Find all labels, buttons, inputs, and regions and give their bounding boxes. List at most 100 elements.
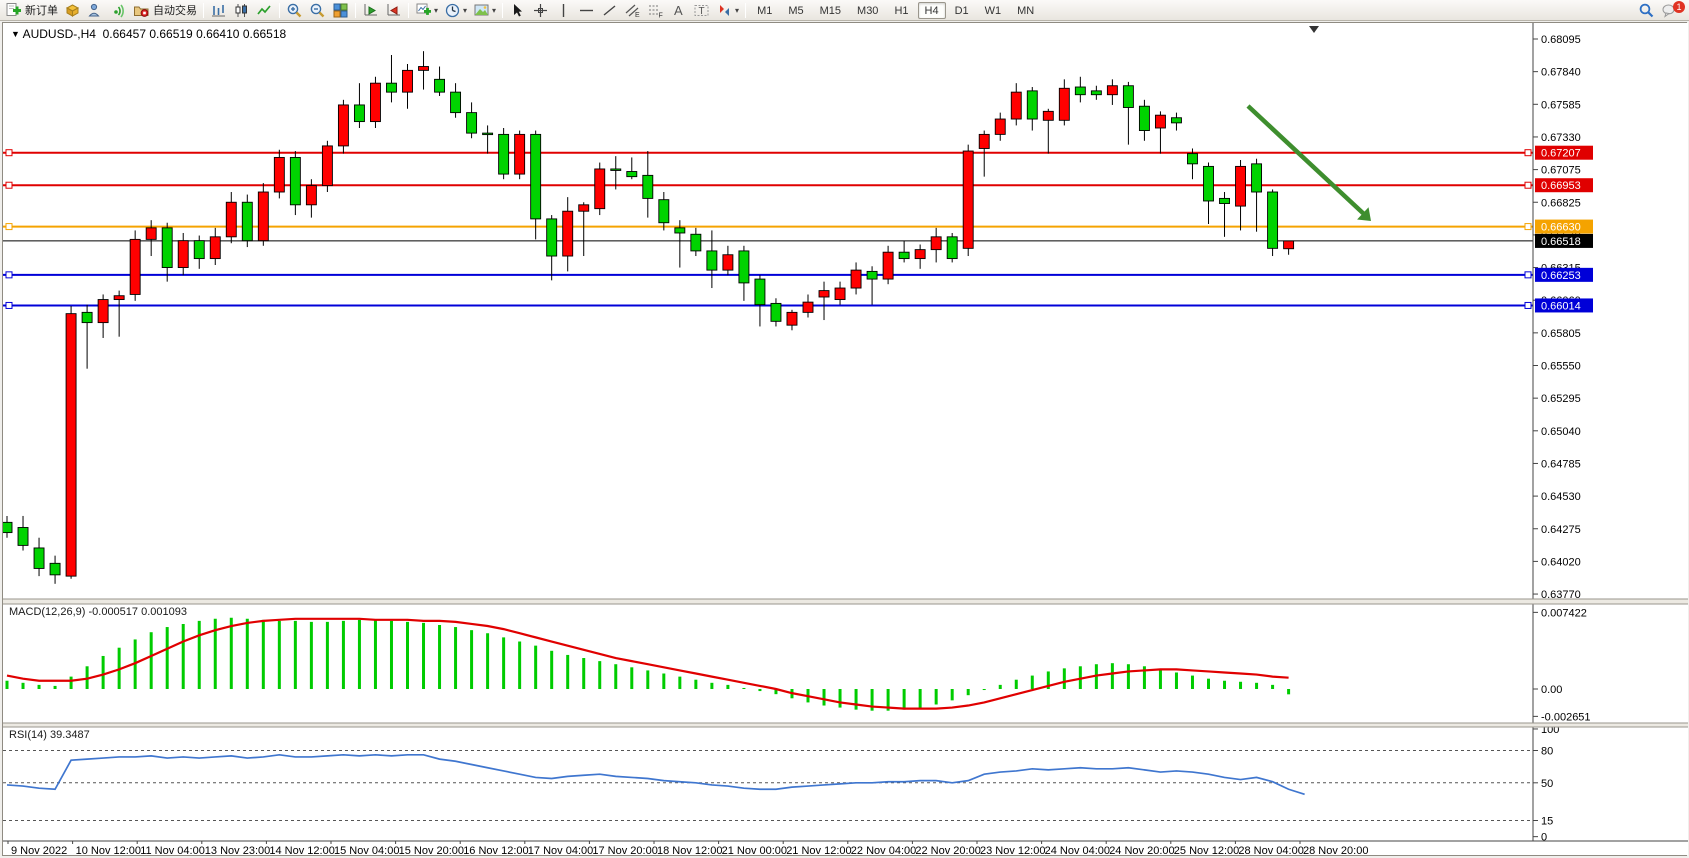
templates-button[interactable]: ▾ <box>470 1 499 20</box>
timeframe-m30-button[interactable]: M30 <box>857 4 879 17</box>
time-tick: 16 Nov 12:00 <box>463 845 528 855</box>
pane-separator[interactable] <box>3 723 1688 727</box>
rsi-tick: 15 <box>1541 815 1553 827</box>
rsi-pane[interactable] <box>3 750 1533 821</box>
ohlc-close: 0.66518 <box>242 27 287 41</box>
hline-0.67207[interactable] <box>3 149 1533 157</box>
time-tick: 24 Nov 20:00 <box>1109 845 1174 855</box>
chart-shift-icon <box>385 2 402 19</box>
tile-windows-button[interactable] <box>329 1 352 20</box>
price-tick: 0.64275 <box>1541 524 1581 536</box>
search-button[interactable] <box>1635 1 1658 20</box>
trend-arrow[interactable] <box>1246 104 1371 221</box>
svg-text:E: E <box>635 12 640 19</box>
toolbar-separator <box>279 2 280 18</box>
macd-pane[interactable] <box>5 617 1291 711</box>
hline-icon <box>578 2 595 19</box>
crosshair-button[interactable] <box>529 1 552 20</box>
text-label-button[interactable]: T <box>690 1 713 20</box>
chart-bars-icon <box>210 2 227 19</box>
time-tick: 17 Nov 20:00 <box>592 845 657 855</box>
price-tick: 0.67330 <box>1541 132 1581 144</box>
zoom-in-button[interactable] <box>283 1 306 20</box>
time-tick: 25 Nov 12:00 <box>1174 845 1239 855</box>
auto-scroll-button[interactable] <box>359 1 382 20</box>
text-button[interactable]: A <box>667 1 690 20</box>
autotrading-icon <box>133 2 150 19</box>
timeframe-mn-button[interactable]: MN <box>1017 4 1035 17</box>
chart-candles-icon <box>233 2 250 19</box>
price-tick: 0.63770 <box>1541 589 1581 601</box>
time-tick: 22 Nov 04:00 <box>851 845 916 855</box>
toolbar-separator <box>408 2 409 18</box>
navigator-button[interactable] <box>84 1 107 20</box>
rsi-tick: 80 <box>1541 746 1553 758</box>
line-price-label: 0.66253 <box>1541 270 1581 282</box>
auto-scroll-icon <box>362 2 379 19</box>
macd-main-value: -0.000517 <box>88 606 139 618</box>
candlestick-chart-button[interactable] <box>230 1 253 20</box>
hline-0.66953[interactable] <box>3 181 1533 189</box>
arrows-icon <box>716 2 733 19</box>
timeframe-m1-button[interactable]: M1 <box>757 4 773 17</box>
ohlc-low: 0.66410 <box>196 27 240 41</box>
arrows-button[interactable]: ▾ <box>713 1 742 20</box>
equidistant-channel-button[interactable]: E <box>621 1 644 20</box>
timeframe-m15-button[interactable]: M15 <box>819 4 842 17</box>
profiles-button[interactable]: ▾ <box>441 1 470 20</box>
hline-0.66014[interactable] <box>3 301 1533 309</box>
time-tick: 21 Nov 12:00 <box>786 845 851 855</box>
bars-chart-button[interactable] <box>207 1 230 20</box>
crosshair-icon <box>532 2 549 19</box>
price-axis[interactable]: 0.68095 0.67840 0.67585 0.67330 0.67075 0.668… <box>1532 23 1593 844</box>
notifications-button[interactable]: 1 <box>1658 0 1685 20</box>
new-chart-button[interactable]: ▾ <box>412 1 441 20</box>
timeframe-h1-button[interactable]: H1 <box>894 4 909 17</box>
timeframe-d1-button[interactable]: D1 <box>954 4 969 17</box>
signals-button[interactable] <box>107 1 130 20</box>
line-chart-button[interactable] <box>253 1 276 20</box>
zoom-out-button[interactable] <box>306 1 329 20</box>
timeframe-w1-button[interactable]: W1 <box>984 4 1002 17</box>
price-tick: 0.65550 <box>1541 361 1581 373</box>
toolbar: 新订单 自动交易 ▾ ▾ ▾ E F A T ▾ M1 M5 M15 M30 H1 H4 D1 W1 MN 1 <box>0 0 1689 21</box>
rsi-tick: 0 <box>1541 832 1547 844</box>
macd-tick: -0.002651 <box>1541 711 1591 723</box>
new-order-icon <box>5 2 22 19</box>
search-icon <box>1638 2 1655 19</box>
time-tick: 28 Nov 20:00 <box>1303 845 1368 855</box>
collapse-triangle-icon[interactable]: ▼ <box>11 29 20 39</box>
profiles-icon <box>444 2 461 19</box>
candles <box>3 51 1295 584</box>
time-tick: 18 Nov 12:00 <box>657 845 722 855</box>
toolbar-separator <box>355 2 356 18</box>
trendline-icon <box>601 2 618 19</box>
autotrading-button[interactable]: 自动交易 <box>130 1 200 20</box>
new-order-button[interactable]: 新订单 <box>2 1 61 20</box>
price-pane[interactable] <box>3 26 1533 584</box>
price-tick: 0.64785 <box>1541 458 1581 470</box>
line-price-label: 0.66953 <box>1541 180 1581 192</box>
timeframe-h4-button[interactable]: H4 <box>917 1 946 19</box>
pane-separator[interactable] <box>3 599 1688 604</box>
cursor-button[interactable] <box>506 1 529 20</box>
time-tick: 13 Nov 23:00 <box>205 845 270 855</box>
chart-canvas[interactable]: 0.68095 0.67840 0.67585 0.67330 0.67075 0.668… <box>3 23 1688 855</box>
fibonacci-button[interactable]: F <box>644 1 667 20</box>
time-tick: 23 Nov 12:00 <box>980 845 1045 855</box>
price-tick: 0.66825 <box>1541 197 1581 209</box>
chart-shift-button[interactable] <box>382 1 405 20</box>
vertical-line-button[interactable] <box>552 1 575 20</box>
market-watch-button[interactable] <box>61 1 84 20</box>
trendline-button[interactable] <box>598 1 621 20</box>
time-axis[interactable]: 9 Nov 2022 10 Nov 12:00 11 Nov 04:00 13 Nov… <box>3 840 1688 855</box>
chart-window[interactable]: 0.68095 0.67840 0.67585 0.67330 0.67075 0.668… <box>2 22 1688 856</box>
chart-shift-marker[interactable] <box>1309 26 1319 33</box>
price-tick: 0.64530 <box>1541 491 1581 503</box>
channel-icon: E <box>624 2 641 19</box>
hline-0.66253[interactable] <box>3 271 1533 279</box>
timeframe-m5-button[interactable]: M5 <box>788 4 804 17</box>
horizontal-line-button[interactable] <box>575 1 598 20</box>
navigator-icon <box>87 2 104 19</box>
